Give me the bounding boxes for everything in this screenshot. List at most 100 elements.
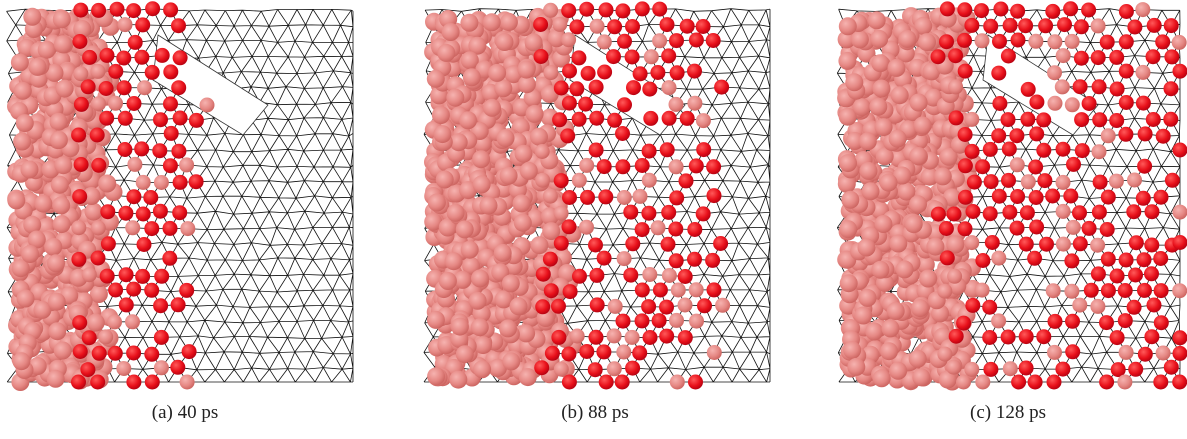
atom <box>85 203 103 221</box>
atom <box>1118 127 1133 142</box>
atom <box>447 204 465 222</box>
atom <box>98 329 113 344</box>
atom <box>1038 18 1053 33</box>
atom <box>1147 298 1162 313</box>
atom <box>432 106 450 124</box>
atom <box>662 268 677 283</box>
atom <box>1019 237 1034 252</box>
atom <box>1027 251 1042 266</box>
atom <box>874 215 892 233</box>
atom <box>1110 330 1125 345</box>
atom <box>670 375 685 390</box>
atom <box>616 345 631 360</box>
atom <box>81 79 96 94</box>
atom <box>535 144 550 159</box>
atom <box>11 53 29 71</box>
atom <box>173 111 188 126</box>
atom <box>82 50 97 65</box>
atom <box>118 17 133 32</box>
atom <box>1135 2 1150 17</box>
atom <box>100 269 115 284</box>
atom <box>1001 173 1016 188</box>
atom <box>617 34 632 49</box>
atom <box>632 345 647 360</box>
atom <box>533 17 548 32</box>
atom <box>1137 252 1152 267</box>
atom <box>615 375 630 390</box>
atom <box>1064 253 1079 268</box>
atom <box>554 173 569 188</box>
atom <box>536 267 551 282</box>
atom <box>706 33 721 48</box>
atom <box>134 141 149 156</box>
atom <box>1092 112 1107 127</box>
atom <box>110 2 125 17</box>
atom <box>554 236 569 251</box>
atom <box>983 206 998 221</box>
atom <box>991 128 1006 143</box>
atom <box>1165 173 1180 188</box>
atom <box>44 238 62 256</box>
atom <box>957 2 972 17</box>
atom <box>590 297 605 312</box>
atom <box>1173 346 1187 361</box>
atom <box>1081 3 1096 18</box>
atom <box>696 206 711 221</box>
atom <box>678 298 693 313</box>
atom <box>1092 205 1107 220</box>
atom <box>164 126 179 141</box>
atom <box>606 49 621 64</box>
atom <box>939 221 954 236</box>
atom <box>967 175 982 190</box>
atom <box>678 269 693 284</box>
atom <box>688 375 703 390</box>
atom <box>54 342 72 360</box>
atom <box>1099 315 1114 330</box>
atom <box>589 330 604 345</box>
atom <box>715 298 730 313</box>
atom <box>155 48 170 63</box>
atom <box>1144 266 1159 281</box>
atom <box>680 111 695 126</box>
atom <box>471 269 489 287</box>
atom <box>642 144 657 159</box>
atom <box>687 252 702 267</box>
atom <box>1154 283 1169 298</box>
atom <box>474 336 492 354</box>
atom <box>678 330 693 345</box>
atom <box>530 128 548 146</box>
atom <box>660 17 675 32</box>
atom <box>853 98 871 116</box>
atom <box>459 111 477 129</box>
atom <box>964 112 979 127</box>
atom <box>14 82 32 100</box>
atom <box>436 171 454 189</box>
atom <box>642 173 657 188</box>
atom <box>1055 362 1070 377</box>
atom <box>127 157 142 172</box>
atom <box>911 299 929 317</box>
atom <box>1092 79 1107 94</box>
atom <box>1136 96 1151 111</box>
atom <box>446 89 464 107</box>
atom <box>119 297 134 312</box>
atom <box>589 111 604 126</box>
atom <box>652 2 667 17</box>
atom <box>463 68 481 86</box>
atom <box>670 65 685 80</box>
atom <box>551 299 566 314</box>
atom <box>1046 283 1061 298</box>
atom <box>1037 173 1052 188</box>
atom <box>914 117 932 135</box>
atom <box>154 269 169 284</box>
atom <box>1146 112 1161 127</box>
atom <box>581 66 596 81</box>
atom <box>72 34 87 49</box>
atom <box>1010 221 1025 236</box>
atom <box>1018 18 1033 33</box>
atom <box>875 118 893 136</box>
atom <box>689 314 704 329</box>
atom <box>1127 173 1142 188</box>
atom <box>1048 96 1063 111</box>
caption: (a) 40 ps <box>152 402 218 423</box>
